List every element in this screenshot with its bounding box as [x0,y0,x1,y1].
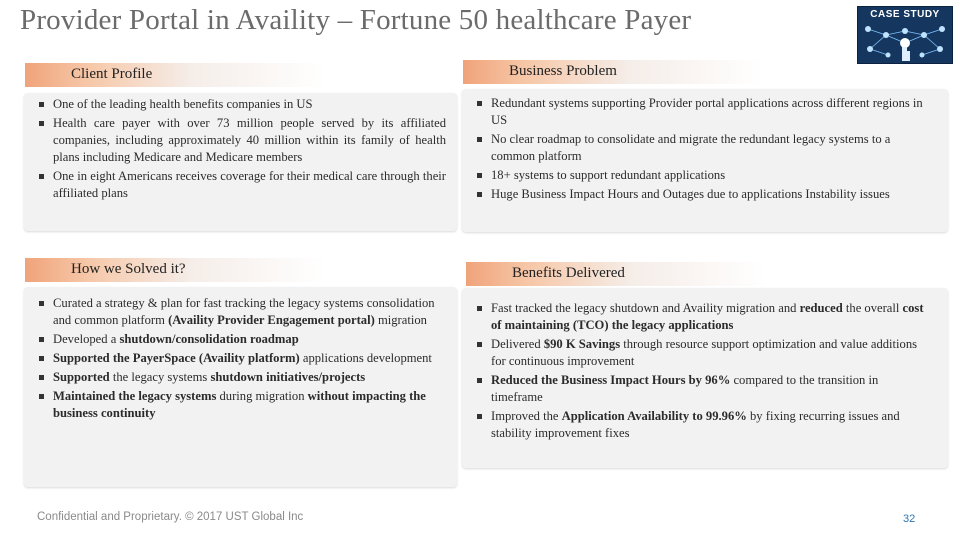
bullet-text: Improved the [491,409,562,423]
bullet-text: Developed a [53,332,120,346]
network-touch-icon [865,26,945,61]
bullet-item: Health care payer with over 73 million p… [35,115,446,166]
bullet-text: Health care payer with over 73 million p… [53,116,446,164]
how-solved-header: How we Solved it? [25,258,325,282]
bullet-text: the overall [842,301,903,315]
bullet-item: 18+ systems to support redundant applica… [473,167,933,184]
business-problem-title: Business Problem [509,63,617,79]
bold-text: Maintained the legacy systems [53,389,217,403]
how-solved-title: How we Solved it? [71,261,186,277]
bullet-item: Huge Business Impact Hours and Outages d… [473,186,933,203]
footer-text: Confidential and Proprietary. © 2017 UST… [37,511,304,523]
bullet-item: Maintained the legacy systems during mig… [35,388,445,422]
client-profile-title: Client Profile [71,66,153,82]
bullet-text: Delivered [491,337,544,351]
bold-text: (Availity Provider Engagement portal) [168,313,375,327]
business-problem-list: Redundant systems supporting Provider po… [473,95,933,205]
bold-text: without impacting the business continuit… [53,389,426,420]
bullet-text: One in eight Americans receives coverage… [53,169,446,200]
bullet-text: migration [374,313,427,327]
client-profile-header: Client Profile [25,63,325,87]
benefits-header: Benefits Delivered [466,262,766,286]
client-profile-list: One of the leading health benefits compa… [35,96,446,204]
bullet-text: Curated a strategy & plan for fast track… [53,296,435,327]
bullet-item: Delivered $90 K Savings through resource… [473,336,931,370]
bold-text: shutdown/consolidation roadmap [119,332,299,346]
bullet-text: Huge Business Impact Hours and Outages d… [491,187,890,201]
bullet-item: Supported the legacy systems shutdown in… [35,369,445,386]
bullet-text: One of the leading health benefits compa… [53,97,313,111]
how-solved-panel: Curated a strategy & plan for fast track… [24,287,457,487]
benefits-title: Benefits Delivered [512,265,625,281]
bullet-text: 18+ systems to support redundant applica… [491,168,726,182]
slide-title: Provider Portal in Availity – Fortune 50… [20,4,692,36]
business-problem-panel: Redundant systems supporting Provider po… [462,89,948,232]
bold-text: cost of maintaining (TCO) the legacy app… [491,301,924,332]
bold-text: Supported the PayerSpace (Availity platf… [53,351,300,365]
how-solved-list: Curated a strategy & plan for fast track… [35,295,445,424]
bold-text: Application Availability to 99.96% [561,409,747,423]
bold-text: Supported [53,370,110,384]
client-profile-panel: One of the leading health benefits compa… [24,93,457,231]
bullet-item: Improved the Application Availability to… [473,408,931,442]
bullet-text: compared to the transition in timeframe [491,373,879,404]
bullet-text: through resource support optimization an… [491,337,918,368]
bullet-item: Redundant systems supporting Provider po… [473,95,933,129]
bullet-item: Fast tracked the legacy shutdown and Ava… [473,300,931,334]
bullet-item: Developed a shutdown/consolidation roadm… [35,331,445,348]
bullet-item: No clear roadmap to consolidate and migr… [473,131,933,165]
bullet-item: Reduced the Business Impact Hours by 96%… [473,372,931,406]
page-number: 32 [903,513,916,525]
bold-text: $90 K Savings [543,337,621,351]
bullet-text: applications development [299,351,432,365]
bullet-text: the legacy systems [109,370,211,384]
bullet-text: Redundant systems supporting Provider po… [491,96,923,127]
business-problem-header: Business Problem [463,60,763,84]
bullet-item: One in eight Americans receives coverage… [35,168,446,202]
benefits-list: Fast tracked the legacy shutdown and Ava… [473,300,931,444]
bullet-text: by fixing recurring issues and stability… [491,409,900,440]
bold-text: Reduced the Business Impact Hours by 96% [491,373,731,387]
bold-text: reduced [799,301,843,315]
badge-label: CASE STUDY [870,9,940,20]
bullet-item: Supported the PayerSpace (Availity platf… [35,350,445,367]
bold-text: shutdown initiatives/projects [210,370,366,384]
bullet-item: Curated a strategy & plan for fast track… [35,295,445,329]
bullet-text: during migration [216,389,308,403]
benefits-panel: Fast tracked the legacy shutdown and Ava… [462,288,948,468]
bullet-text: Fast tracked the legacy shutdown and Ava… [491,301,800,315]
bullet-text: No clear roadmap to consolidate and migr… [491,132,891,163]
bullet-item: One of the leading health benefits compa… [35,96,446,113]
case-study-badge: CASE STUDY [857,6,953,64]
